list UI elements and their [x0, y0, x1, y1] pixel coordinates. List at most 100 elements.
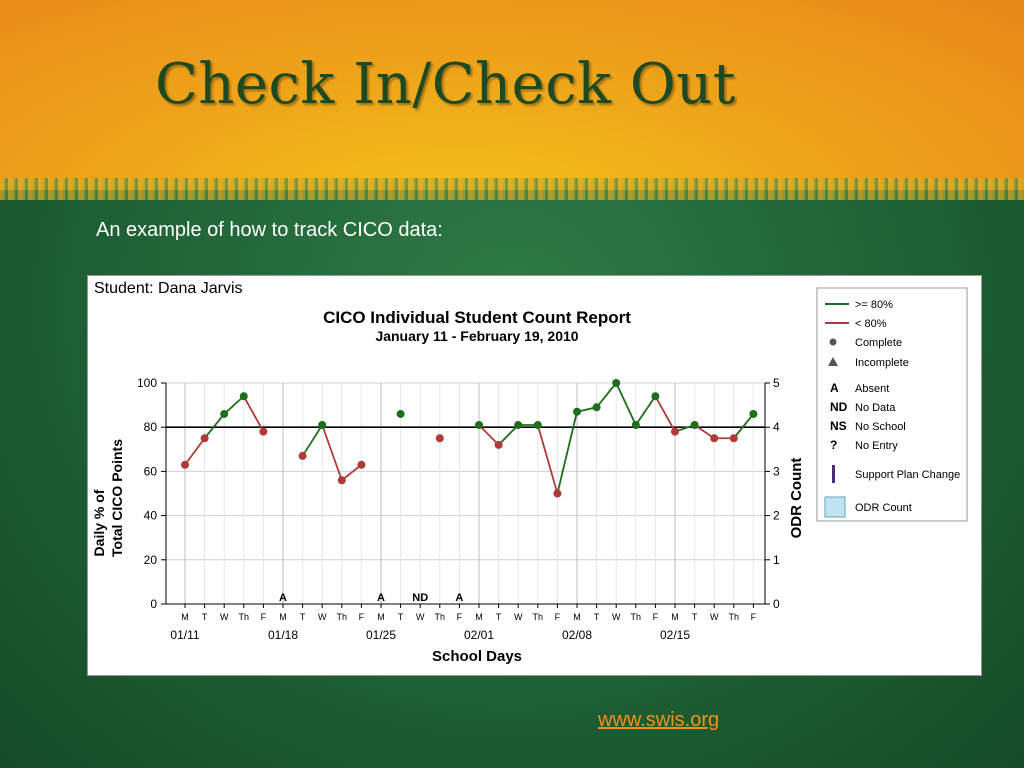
- legend-label: Absent: [855, 383, 889, 395]
- data-point: [239, 392, 248, 401]
- y-tick-label: 60: [144, 464, 158, 478]
- data-point: [357, 460, 366, 469]
- right-axis-label: ODR Count: [788, 458, 805, 539]
- series-segment: [635, 395, 657, 426]
- data-point: [671, 427, 679, 436]
- legend-label: No School: [855, 421, 906, 433]
- title-banner: [0, 0, 1024, 190]
- day-code: A: [377, 592, 385, 604]
- y-tick-label: 80: [144, 420, 158, 434]
- legend-label: < 80%: [855, 318, 887, 330]
- x-day-label: F: [457, 612, 463, 622]
- x-day-label: T: [398, 612, 404, 622]
- x-day-label: M: [475, 612, 483, 622]
- data-point: [710, 434, 719, 443]
- data-point: [494, 440, 503, 449]
- series-segment: [184, 437, 206, 466]
- data-point: [631, 420, 640, 429]
- data-point: [651, 392, 660, 401]
- y-tick-label: 40: [144, 509, 158, 523]
- x-day-label: T: [594, 612, 600, 622]
- x-day-label: T: [496, 612, 502, 622]
- x-day-label: W: [514, 612, 523, 622]
- legend-swatch-incomplete: [828, 357, 838, 366]
- series-segment: [301, 424, 323, 457]
- y2-tick-label: 1: [773, 553, 780, 567]
- data-point: [592, 403, 601, 412]
- x-day-label: F: [359, 612, 365, 622]
- data-point: [573, 407, 581, 416]
- data-point: [514, 420, 523, 429]
- data-point: [475, 420, 483, 429]
- y2-tick-label: 0: [773, 597, 780, 611]
- data-point: [181, 460, 189, 469]
- x-day-label: M: [671, 612, 679, 622]
- legend-box: [816, 287, 968, 522]
- x-day-label: M: [279, 612, 287, 622]
- legend-code: A: [830, 381, 839, 395]
- x-week-label: 01/11: [170, 628, 199, 642]
- legend-label: No Data: [855, 402, 896, 414]
- y-tick-label: 0: [150, 597, 157, 611]
- day-code: A: [455, 592, 463, 604]
- legend-label: Support Plan Change: [855, 469, 960, 481]
- x-day-label: T: [202, 612, 208, 622]
- data-point: [298, 451, 307, 460]
- legend-label: >= 80%: [855, 299, 893, 311]
- y2-tick-label: 4: [773, 420, 780, 434]
- x-day-label: F: [555, 612, 561, 622]
- series-segment: [478, 424, 500, 446]
- x-week-label: 02/15: [660, 628, 690, 642]
- legend-code: NS: [830, 419, 847, 433]
- y-tick-label: 100: [137, 376, 157, 390]
- legend-code: ND: [830, 400, 848, 414]
- x-day-label: Th: [337, 612, 348, 622]
- slide-title: Check In/Check Out: [155, 52, 736, 117]
- y2-tick-label: 5: [773, 376, 780, 390]
- data-point: [337, 476, 346, 485]
- x-day-label: M: [377, 612, 385, 622]
- source-link[interactable]: www.swis.org: [598, 709, 720, 731]
- series-segment: [341, 464, 362, 481]
- x-day-label: Th: [435, 612, 446, 622]
- y-tick-label: 20: [144, 553, 158, 567]
- y2-tick-label: 3: [773, 464, 780, 478]
- x-week-label: 02/08: [562, 628, 592, 642]
- series-segment: [733, 413, 755, 439]
- x-day-label: Th: [631, 612, 642, 622]
- x-day-label: M: [181, 612, 189, 622]
- day-code: ND: [412, 592, 428, 604]
- series-segment: [556, 411, 578, 494]
- series-segment: [243, 395, 265, 433]
- x-day-label: W: [710, 612, 719, 622]
- slide-subtitle: An example of how to track CICO data:: [96, 219, 443, 241]
- x-day-label: W: [612, 612, 621, 622]
- legend-label: Incomplete: [855, 357, 909, 369]
- x-day-label: W: [220, 612, 229, 622]
- legend-swatch-complete: [829, 338, 837, 346]
- x-day-label: W: [318, 612, 327, 622]
- data-point: [220, 409, 229, 418]
- cico-chart: Student: Dana Jarvis CICO Individual Stu…: [91, 280, 968, 665]
- banner-edge: [0, 178, 1024, 200]
- student-label: Student: Dana Jarvis: [94, 280, 243, 297]
- series-segment: [203, 413, 225, 439]
- chart-title: CICO Individual Student Count Report: [323, 308, 631, 327]
- x-week-label: 02/01: [464, 628, 494, 642]
- legend-code: ?: [830, 438, 837, 452]
- legend-label: Complete: [855, 337, 902, 349]
- x-axis-label: School Days: [432, 648, 522, 665]
- series-segment: [497, 424, 519, 446]
- chart-panel: Student: Dana Jarvis CICO Individual Stu…: [87, 275, 982, 676]
- series-segment: [595, 382, 617, 408]
- x-day-label: Th: [729, 612, 740, 622]
- data-point: [200, 434, 209, 443]
- x-day-label: F: [653, 612, 659, 622]
- y-axis-label-line2: Total CICO Points: [109, 439, 125, 557]
- series-segment: [321, 424, 343, 481]
- series-segment: [654, 395, 676, 433]
- day-code: A: [279, 592, 287, 604]
- data-point: [259, 427, 268, 436]
- legend-label: ODR Count: [855, 502, 912, 514]
- x-day-label: M: [573, 612, 581, 622]
